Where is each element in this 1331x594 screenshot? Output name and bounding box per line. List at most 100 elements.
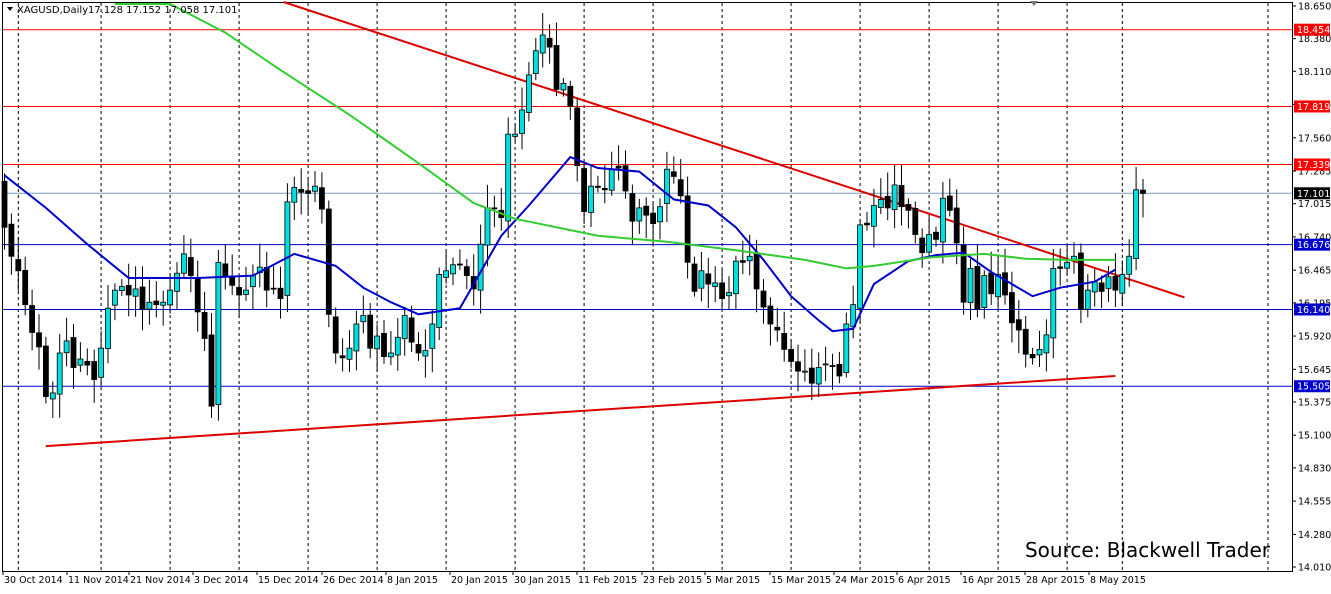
candle-body xyxy=(664,168,670,204)
symbol-label: XAGUSD,Daily xyxy=(17,5,88,16)
candle xyxy=(746,234,753,276)
candle-body xyxy=(298,189,305,193)
x-tick-label: 8 May 2015 xyxy=(1090,575,1146,586)
candle-body xyxy=(422,350,429,357)
candle xyxy=(815,352,822,398)
candle xyxy=(940,182,946,264)
candle-body xyxy=(505,133,512,222)
x-tick-label: 15 Dec 2014 xyxy=(258,575,319,586)
candle-body xyxy=(539,34,546,54)
x-tick-label: 30 Oct 2014 xyxy=(4,575,63,586)
candle-body xyxy=(215,261,222,405)
dropdown-triangle-icon[interactable] xyxy=(7,7,13,11)
candle xyxy=(505,117,512,238)
y-tick-label: 15.920 xyxy=(1298,332,1331,343)
candle xyxy=(1015,300,1022,354)
candle-body xyxy=(105,307,111,349)
candle xyxy=(767,297,774,346)
candle-body xyxy=(1064,261,1070,269)
x-tick-label: 26 Dec 2014 xyxy=(323,575,384,586)
candle-body xyxy=(843,323,850,373)
candle xyxy=(1022,316,1029,368)
candle xyxy=(595,175,601,193)
level-price-tag xyxy=(1294,238,1330,251)
candle-body xyxy=(940,197,946,243)
candle-body xyxy=(829,365,836,367)
candle-body xyxy=(318,187,325,210)
x-tick-label: 6 Apr 2015 xyxy=(898,575,951,586)
candle xyxy=(677,159,684,204)
candle-body xyxy=(436,274,443,328)
x-tick-label: 11 Nov 2014 xyxy=(68,575,129,586)
candle-body xyxy=(560,82,567,91)
y-tick-label: 15.645 xyxy=(1298,365,1331,376)
candle xyxy=(408,305,415,352)
candle-body xyxy=(91,361,98,380)
candle-body xyxy=(553,45,560,90)
candle xyxy=(629,184,636,246)
candle xyxy=(864,211,870,231)
candle xyxy=(781,311,788,362)
candle-body xyxy=(36,332,42,348)
y-tick-label: 14.830 xyxy=(1298,463,1331,474)
candle-body xyxy=(167,289,174,306)
candle-body xyxy=(581,168,587,212)
candle-body xyxy=(270,287,277,290)
candle xyxy=(795,344,801,392)
candle xyxy=(567,80,574,120)
candle xyxy=(995,255,1001,311)
candle-body xyxy=(595,185,601,188)
y-tick-label: 17.560 xyxy=(1298,133,1331,144)
candle xyxy=(222,244,229,290)
candle xyxy=(919,228,926,268)
candle xyxy=(125,263,132,317)
y-tick-label: 17.015 xyxy=(1298,199,1331,210)
candle xyxy=(946,178,953,217)
candle xyxy=(187,238,194,293)
candle-body xyxy=(712,282,719,287)
candle xyxy=(49,381,56,418)
candle xyxy=(926,215,932,258)
candle-body xyxy=(118,286,125,292)
candle xyxy=(822,346,829,381)
candle xyxy=(622,150,629,199)
scroll-marker-icon[interactable] xyxy=(1030,1,1038,6)
candle-body xyxy=(567,85,574,107)
candle-body xyxy=(705,273,712,285)
candle-body xyxy=(802,370,808,373)
candle-body xyxy=(1015,319,1022,331)
candle xyxy=(691,256,698,297)
candle xyxy=(836,351,843,384)
candle-body xyxy=(733,260,739,295)
x-tick-label: 5 Mar 2015 xyxy=(706,575,760,586)
candle xyxy=(346,330,353,373)
candle xyxy=(381,320,387,364)
candle-body xyxy=(125,285,132,296)
candle xyxy=(1098,275,1105,309)
candle-body xyxy=(8,223,15,257)
candle xyxy=(180,235,187,279)
candle-body xyxy=(1009,292,1015,324)
candle xyxy=(712,266,719,303)
level-price-label: 17.339 xyxy=(1297,160,1330,171)
candle-body xyxy=(139,286,146,310)
moving-averages xyxy=(3,3,1116,333)
candle xyxy=(353,310,360,371)
candle xyxy=(974,243,981,318)
candle xyxy=(705,257,712,309)
candles xyxy=(1,13,1146,421)
candle-body xyxy=(905,204,912,211)
candle xyxy=(450,257,456,286)
candle-body xyxy=(760,290,767,308)
candle-body xyxy=(1084,289,1091,310)
candle-body xyxy=(864,222,870,226)
candle xyxy=(463,259,470,290)
candle xyxy=(22,256,29,316)
candle-body xyxy=(305,190,312,194)
candle-body xyxy=(1036,348,1043,356)
candle xyxy=(891,164,898,229)
candle-body xyxy=(360,315,367,323)
candle-body xyxy=(243,289,249,295)
candle xyxy=(601,164,608,204)
candle-body xyxy=(588,185,594,213)
